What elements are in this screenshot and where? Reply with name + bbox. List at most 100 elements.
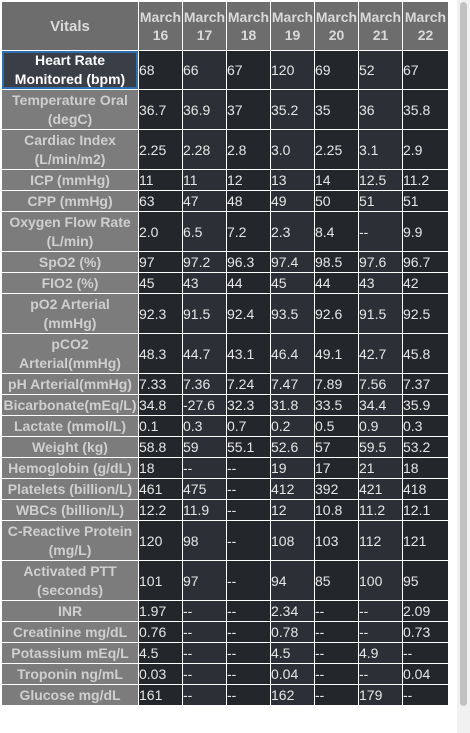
value-cell: 57 — [315, 437, 358, 457]
scrollbar-thumb[interactable] — [460, 2, 467, 706]
value-cell: 7.47 — [271, 374, 314, 394]
value-cell: 8.4 — [315, 212, 358, 251]
value-cell: 50 — [315, 191, 358, 211]
table-row: INR 1.97 -- -- 2.34 -- -- 2.09 — [2, 601, 448, 621]
value-cell: 120 — [139, 521, 182, 560]
value-cell: 161 — [139, 685, 182, 705]
value-cell: 37 — [227, 90, 270, 129]
row-label-text: Hemoglobin (g/dL) — [8, 459, 132, 476]
row-label[interactable]: Potassium mEq/L — [2, 643, 138, 663]
row-label[interactable]: Glucose mg/dL — [2, 685, 138, 705]
row-label[interactable]: Weight (kg) — [2, 437, 138, 457]
value-cell: -- — [227, 643, 270, 663]
value-cell: 0.04 — [271, 664, 314, 684]
value-cell: -- — [183, 685, 226, 705]
row-label[interactable]: WBCs (billion/L) — [2, 500, 138, 520]
row-label[interactable]: ICP (mmHg) — [2, 170, 138, 190]
table-row: FIO2 (%) 45 43 44 45 44 43 42 — [2, 273, 448, 293]
row-label-text: Glucose mg/dL — [19, 686, 121, 703]
value-cell: 53.2 — [403, 437, 448, 457]
value-cell: 91.5 — [183, 294, 226, 333]
date-header: March 20 — [315, 2, 358, 50]
row-label[interactable]: Cardiac Index (L/min/m2) — [2, 130, 138, 169]
date-header: March 16 — [139, 2, 182, 50]
row-label[interactable]: FIO2 (%) — [2, 273, 138, 293]
value-cell: 2.9 — [403, 130, 448, 169]
date-month: March — [359, 9, 402, 25]
value-cell: 3.1 — [359, 130, 402, 169]
value-cell: 43 — [183, 273, 226, 293]
row-label-text: FIO2 (%) — [41, 274, 99, 291]
table-row: Troponin ng/mL 0.03 -- -- 0.04 -- -- 0.04 — [2, 664, 448, 684]
value-cell: -- — [183, 458, 226, 478]
value-cell: 12 — [271, 500, 314, 520]
value-cell: 100 — [359, 561, 402, 600]
row-label[interactable]: C-Reactive Protein (mg/L) — [2, 521, 138, 560]
value-cell: 6.5 — [183, 212, 226, 251]
value-cell: 12.1 — [403, 500, 448, 520]
row-label[interactable]: Hemoglobin (g/dL) — [2, 458, 138, 478]
row-label[interactable]: Oxygen Flow Rate (L/min) — [2, 212, 138, 251]
date-day: 21 — [372, 27, 389, 43]
date-month: March — [271, 9, 314, 25]
value-cell: 91.5 — [359, 294, 402, 333]
value-cell: -- — [403, 685, 448, 705]
value-cell: 32.3 — [227, 395, 270, 415]
row-label[interactable]: Creatinine mg/dL — [2, 622, 138, 642]
value-cell: 11 — [139, 170, 182, 190]
value-cell: 7.37 — [403, 374, 448, 394]
row-label[interactable]: Troponin ng/mL — [2, 664, 138, 684]
value-cell: -- — [227, 685, 270, 705]
value-cell: 0.7 — [227, 416, 270, 436]
row-label-text: Weight (kg) — [32, 438, 108, 455]
row-label[interactable]: Temperature Oral (degC) — [2, 90, 138, 129]
row-label[interactable]: Activated PTT (seconds) — [2, 561, 138, 600]
table-row: Heart Rate Monitored (bpm) 68 66 67 120 69 52 67 — [2, 51, 448, 89]
value-cell: 35.2 — [271, 90, 314, 129]
value-cell: -- — [315, 664, 358, 684]
row-label[interactable]: INR — [2, 601, 138, 621]
value-cell: -- — [183, 622, 226, 642]
value-cell: -- — [315, 622, 358, 642]
row-label-text: Creatinine mg/dL — [12, 623, 128, 640]
vertical-scrollbar[interactable] — [457, 0, 470, 733]
row-label[interactable]: Heart Rate Monitored (bpm) — [2, 51, 138, 89]
row-label-text: Platelets (billion/L) — [7, 480, 133, 497]
value-cell: 35.8 — [403, 90, 448, 129]
value-cell: 94 — [271, 561, 314, 600]
value-cell: -- — [403, 643, 448, 663]
value-cell: 0.03 — [139, 664, 182, 684]
row-label[interactable]: Platelets (billion/L) — [2, 479, 138, 499]
row-label-text: pCO2 Arterial(mmHg) — [19, 335, 121, 371]
row-label[interactable]: Bicarbonate(mEq/L) — [2, 395, 138, 415]
header-row: Vitals March 16 March 17 March 18 March 19 March… — [2, 2, 448, 50]
row-label[interactable]: pCO2 Arterial(mmHg) — [2, 334, 138, 373]
value-cell: 45 — [139, 273, 182, 293]
date-header: March 17 — [183, 2, 226, 50]
value-cell: 18 — [403, 458, 448, 478]
table-row: pH Arterial(mmHg) 7.33 7.36 7.24 7.47 7.89 7.5… — [2, 374, 448, 394]
table-row: WBCs (billion/L) 12.2 11.9 -- 12 10.8 11.2 12.1 — [2, 500, 448, 520]
value-cell: 475 — [183, 479, 226, 499]
value-cell: 97.4 — [271, 252, 314, 272]
value-cell: 12 — [227, 170, 270, 190]
row-label[interactable]: CPP (mmHg) — [2, 191, 138, 211]
value-cell: 2.34 — [271, 601, 314, 621]
row-label[interactable]: Lactate (mmol/L) — [2, 416, 138, 436]
value-cell: 98 — [183, 521, 226, 560]
value-cell: 14 — [315, 170, 358, 190]
table-row: Temperature Oral (degC) 36.7 36.9 37 35.2 35 36… — [2, 90, 448, 129]
value-cell: 49 — [271, 191, 314, 211]
value-cell: -- — [227, 458, 270, 478]
value-cell: 36.9 — [183, 90, 226, 129]
row-label[interactable]: pO2 Arterial (mmHg) — [2, 294, 138, 333]
row-label-text: Bicarbonate(mEq/L) — [3, 396, 137, 413]
row-label[interactable]: pH Arterial(mmHg) — [2, 374, 138, 394]
date-header: March 18 — [227, 2, 270, 50]
date-day: 20 — [328, 27, 345, 43]
value-cell: 120 — [271, 51, 314, 89]
table-row: Hemoglobin (g/dL) 18 -- -- 19 17 21 18 — [2, 458, 448, 478]
value-cell: 2.28 — [183, 130, 226, 169]
row-label[interactable]: SpO2 (%) — [2, 252, 138, 272]
value-cell: 121 — [403, 521, 448, 560]
